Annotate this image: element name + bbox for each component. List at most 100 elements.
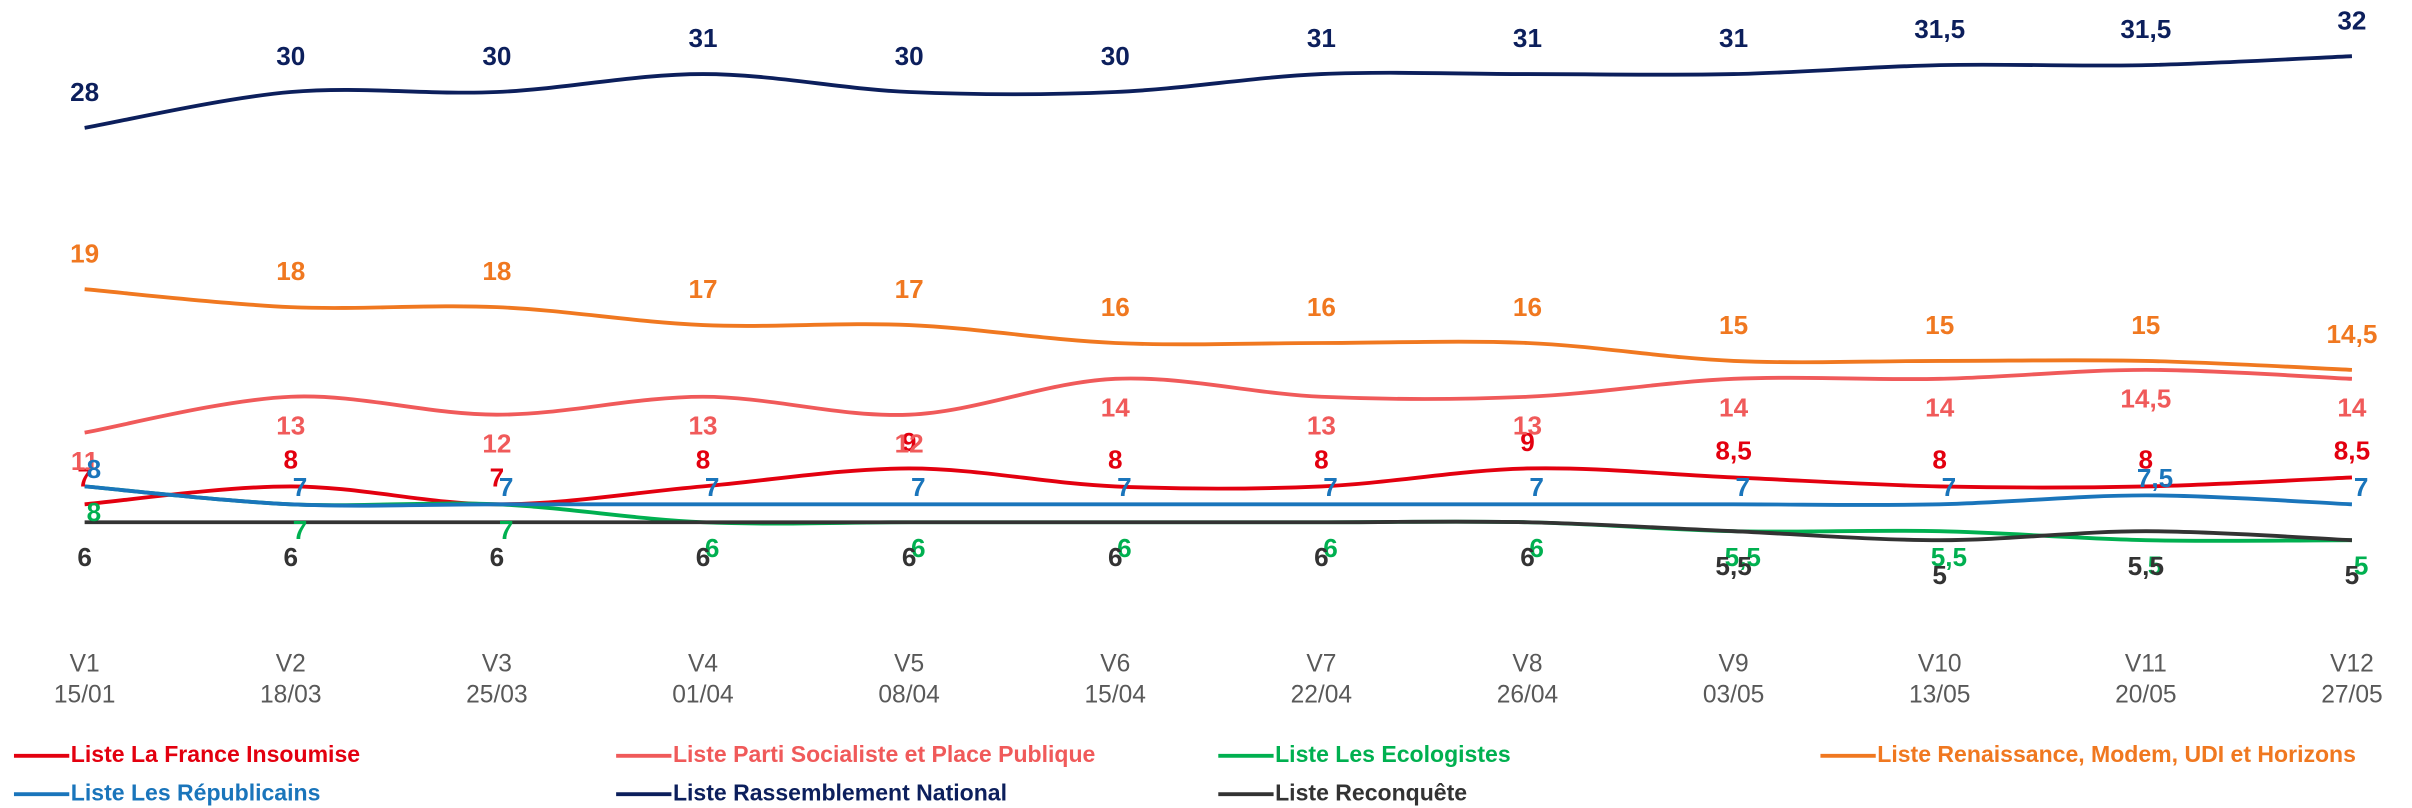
value-label: 9: [1520, 427, 1535, 457]
x-tick-date: 20/05: [2115, 681, 2176, 708]
value-label: 8,5: [2334, 436, 2370, 466]
value-label: 5,5: [1931, 542, 1967, 572]
value-label: 30: [1101, 41, 1130, 71]
value-label: 30: [895, 41, 924, 71]
x-tick-date: 15/01: [54, 681, 115, 708]
x-tick-date: 03/05: [1703, 681, 1764, 708]
x-tick-date: 27/05: [2321, 681, 2382, 708]
value-label: 14: [1925, 392, 1955, 422]
legend-label: Liste Parti Socialiste et Place Publique: [673, 741, 1096, 767]
value-label: 5,5: [1715, 551, 1751, 581]
x-tick-label: V4: [688, 651, 718, 678]
value-label: 32: [2337, 5, 2366, 35]
value-label: 16: [1101, 292, 1130, 322]
value-label: 14: [1101, 392, 1131, 422]
value-label: 6: [283, 542, 298, 572]
value-label: 6: [1117, 533, 1132, 563]
series-line: [84, 484, 2353, 508]
legend-label: Liste Les Républicains: [71, 779, 321, 805]
value-label: 6: [490, 542, 505, 572]
value-label: 14: [2337, 392, 2367, 422]
value-label: 14,5: [2120, 383, 2171, 413]
value-label: 9: [902, 427, 917, 457]
value-label: 6: [705, 533, 720, 563]
value-label: 15: [1925, 310, 1954, 340]
x-tick-label: V12: [2330, 651, 2374, 678]
x-tick-label: V11: [2125, 651, 2167, 678]
value-label: 14,5: [2327, 319, 2378, 349]
value-label: 31,5: [1914, 14, 1965, 44]
value-label: 13: [1307, 410, 1336, 440]
value-label: 31: [1307, 23, 1336, 53]
legend-label: Liste Les Ecologistes: [1275, 741, 1511, 767]
series-line: [84, 54, 2353, 130]
x-tick-label: V3: [482, 651, 512, 678]
value-label: 8: [87, 497, 102, 527]
value-label: 8: [696, 445, 711, 475]
value-label: 12: [895, 428, 924, 458]
value-label: 6: [1314, 542, 1329, 572]
value-label: 5: [2148, 551, 2163, 581]
value-label: 31: [1513, 23, 1542, 53]
series-line: [84, 287, 2353, 372]
value-label: 7: [77, 463, 92, 493]
series-line: [84, 367, 2353, 435]
value-label: 6: [1323, 533, 1338, 563]
value-label: 13: [1513, 410, 1542, 440]
value-label: 5,5: [1725, 542, 1761, 572]
value-label: 7: [705, 472, 720, 502]
x-tick-date: 08/04: [878, 681, 939, 708]
x-tick-label: V1: [70, 651, 100, 678]
value-label: 6: [77, 542, 92, 572]
value-label: 8: [87, 454, 102, 484]
value-label: 7: [499, 472, 514, 502]
series-line: [84, 519, 2353, 543]
value-label: 28: [70, 77, 99, 107]
value-label: 6: [696, 542, 711, 572]
value-label: 18: [276, 256, 305, 286]
value-label: 7: [1117, 472, 1132, 502]
value-label: 19: [70, 238, 99, 268]
value-label: 7: [490, 463, 505, 493]
value-label: 13: [276, 410, 305, 440]
x-tick-date: 15/04: [1084, 681, 1145, 708]
value-label: 30: [276, 41, 305, 71]
value-label: 7: [2354, 472, 2369, 502]
value-label: 16: [1307, 292, 1336, 322]
value-label: 15: [2131, 310, 2160, 340]
value-label: 13: [688, 410, 717, 440]
series-line: [84, 466, 2353, 507]
value-label: 5: [2345, 560, 2360, 590]
value-label: 6: [911, 533, 926, 563]
value-label: 8: [283, 445, 298, 475]
value-label: 8: [1932, 445, 1947, 475]
value-label: 17: [688, 274, 717, 304]
value-label: 5: [1932, 560, 1947, 590]
value-label: 7: [499, 515, 514, 545]
value-label: 7: [1736, 472, 1751, 502]
x-tick-date: 22/04: [1291, 681, 1352, 708]
legend-label: Liste Renaissance, Modem, UDI et Horizon…: [1877, 741, 2356, 767]
value-label: 5: [2354, 551, 2369, 581]
value-label: 7: [293, 515, 308, 545]
value-label: 30: [482, 41, 511, 71]
value-label: 7,5: [2137, 463, 2173, 493]
legend-label: Liste La France Insoumise: [71, 741, 360, 767]
value-label: 5,5: [2128, 551, 2164, 581]
x-tick-label: V8: [1512, 651, 1542, 678]
value-label: 7: [1323, 472, 1338, 502]
value-label: 7: [293, 472, 308, 502]
x-tick-label: V10: [1918, 651, 1962, 678]
value-label: 31,5: [2120, 14, 2171, 44]
value-label: 16: [1513, 292, 1542, 322]
value-label: 8: [1314, 445, 1329, 475]
value-label: 7: [1529, 472, 1544, 502]
value-label: 7: [1942, 472, 1957, 502]
value-label: 8,5: [1715, 436, 1751, 466]
value-label: 18: [482, 256, 511, 286]
x-tick-date: 26/04: [1497, 681, 1558, 708]
value-label: 15: [1719, 310, 1748, 340]
x-tick-label: V6: [1100, 651, 1130, 678]
x-tick-label: V5: [894, 651, 924, 678]
